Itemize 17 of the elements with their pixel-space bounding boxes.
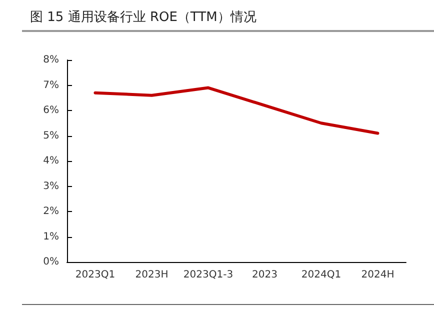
y-tick-label: 4% (43, 156, 59, 166)
y-tick-label: 1% (43, 231, 59, 242)
x-tick-label: 2024Q1 (301, 270, 342, 280)
y-tick-label: 2% (43, 206, 59, 217)
x-tick-label: 2024H (361, 270, 394, 280)
x-tick-label: 2023H (135, 270, 168, 280)
y-tick-label: 7% (43, 80, 59, 91)
line-series (94, 86, 380, 135)
chart-title: 图 15 通用设备行业 ROE（TTM）情况 (30, 9, 256, 26)
y-tick-label: 6% (43, 105, 59, 116)
y-tick-label: 3% (43, 180, 59, 192)
x-tick-label: 2023Q1-3 (183, 270, 234, 280)
x-tick-label: 2023Q1 (75, 270, 116, 280)
y-tick-label: 8% (43, 54, 59, 66)
y-tick-label: 5% (43, 130, 59, 142)
x-tick-label: 2023 (252, 270, 278, 280)
y-tick-label: 0% (43, 256, 59, 268)
